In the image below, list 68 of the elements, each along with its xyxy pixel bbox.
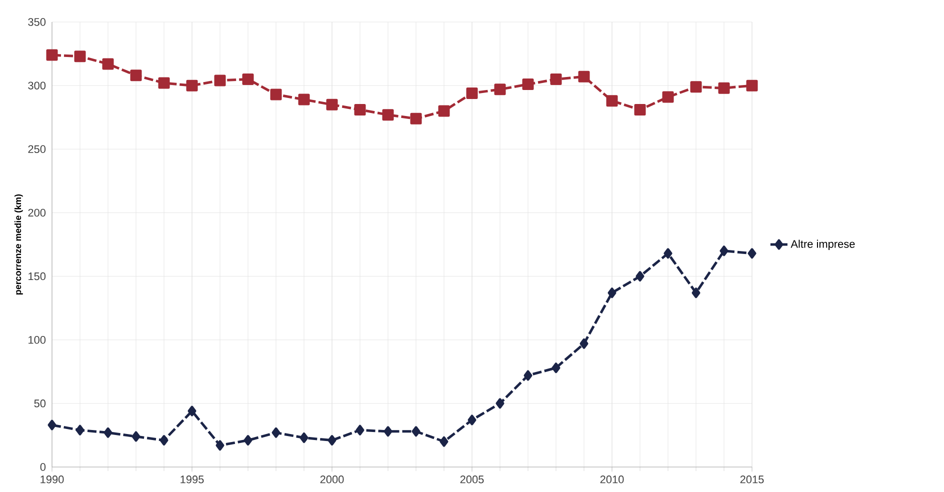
point (692, 288, 700, 298)
point (636, 271, 644, 282)
point (550, 73, 562, 85)
y-tick-label: 350 (28, 18, 46, 26)
point (466, 87, 478, 99)
point (748, 248, 756, 259)
point (634, 104, 646, 116)
point (496, 398, 504, 409)
point (132, 431, 140, 442)
point (384, 426, 392, 437)
point (46, 49, 58, 61)
y-axis-title: percorrenze medie (km) (14, 194, 23, 294)
y-tick-label: 150 (28, 272, 46, 280)
point (242, 73, 254, 85)
point (300, 432, 308, 444)
point (662, 91, 674, 103)
x-tick-label: 2000 (320, 476, 344, 484)
point (578, 70, 590, 82)
y-tick-label: 200 (28, 208, 46, 217)
point (410, 112, 422, 124)
point (524, 370, 532, 381)
point (664, 248, 672, 259)
point (74, 50, 86, 62)
point (438, 105, 450, 117)
point (720, 246, 728, 256)
point (188, 406, 196, 416)
y-tick-label: 0 (40, 463, 46, 471)
legend-label: Altre imprese (790, 240, 855, 250)
y-tick-label: 50 (34, 400, 46, 408)
point (48, 420, 56, 430)
point (270, 88, 282, 100)
point (606, 95, 618, 107)
x-tick-label: 1990 (40, 476, 64, 484)
point (690, 81, 702, 93)
x-tick-label: 2005 (460, 476, 484, 484)
point (608, 288, 616, 298)
point (160, 435, 168, 446)
x-tick-label: 1995 (180, 476, 204, 484)
point (328, 435, 336, 446)
point (158, 77, 170, 89)
point (468, 414, 476, 426)
x-tick-label: 2015 (740, 476, 764, 484)
point (298, 94, 310, 106)
point (102, 58, 114, 70)
point (580, 338, 588, 349)
point (718, 82, 730, 94)
point (382, 109, 394, 121)
point (354, 104, 366, 116)
point (214, 74, 226, 86)
x-tick-label: 2010 (600, 476, 624, 484)
point (272, 427, 280, 438)
point (216, 440, 224, 451)
y-tick-label: 100 (28, 336, 46, 344)
point (522, 78, 534, 90)
point (104, 427, 112, 438)
point (130, 70, 142, 82)
point (494, 84, 506, 96)
point (412, 426, 420, 437)
point (552, 362, 560, 374)
y-tick-label: 250 (28, 145, 46, 154)
point (326, 98, 338, 110)
point (76, 424, 84, 436)
y-tick-label: 300 (28, 82, 46, 90)
point (244, 435, 252, 446)
point (440, 436, 448, 447)
point (356, 424, 364, 436)
point (746, 80, 758, 92)
point (186, 80, 198, 92)
